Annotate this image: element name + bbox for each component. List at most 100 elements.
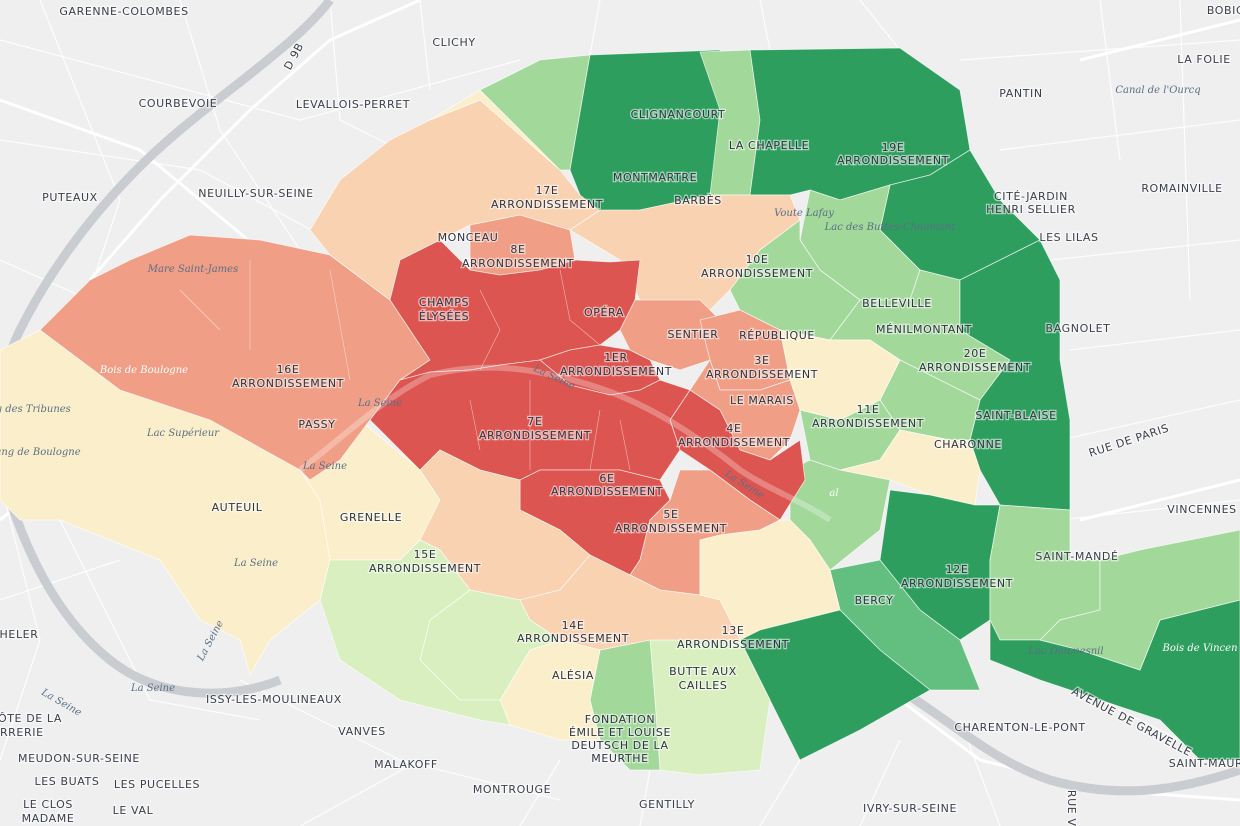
label-auteuil: AUTEUIL — [212, 501, 263, 514]
label-le-marais: LE MARAIS — [730, 394, 794, 407]
district-20e-east[interactable] — [959, 239, 1071, 511]
place-labels: GARENNE-COLOMBES COURBEVOIE LEVALLOIS-PE… — [0, 3, 1240, 826]
label-cite-jardin: CITÉ-JARDIN — [994, 190, 1068, 203]
label-sentier: SENTIER — [668, 328, 719, 341]
label-11e-arr: ARRONDISSEMENT — [812, 417, 924, 430]
label-bois-boulogne: Bois de Boulogne — [99, 365, 188, 376]
label-butte-aux: BUTTE AUX — [669, 665, 737, 678]
label-clichy: CLICHY — [432, 36, 475, 49]
label-bagnolet: BAGNOLET — [1046, 322, 1111, 335]
label-mare-st-james: Mare Saint-James — [147, 264, 238, 275]
label-17e-num: 17E — [536, 184, 559, 197]
label-14e-arr: ARRONDISSEMENT — [517, 632, 629, 645]
label-1er-arr: ARRONDISSEMENT — [560, 365, 672, 378]
district-13e-south[interactable] — [739, 609, 931, 761]
label-fondation-3: DEUTSCH DE LA — [571, 739, 668, 752]
label-fondation-1: FONDATION — [585, 713, 655, 726]
label-5e-num: 5E — [663, 508, 678, 521]
label-heler: HELER — [0, 628, 38, 641]
label-la-chapelle: LA CHAPELLE — [729, 139, 809, 152]
label-tribunes: ng des Tribunes — [0, 404, 71, 415]
label-4e-num: 4E — [726, 422, 741, 435]
label-courbevoie: COURBEVOIE — [139, 97, 218, 110]
label-errerie: ERRERIE — [0, 726, 44, 739]
label-6e-num: 6E — [599, 472, 614, 485]
label-lac-superieur: Lac Supérieur — [146, 428, 220, 439]
label-les-pucelles: LES PUCELLES — [114, 778, 200, 791]
district-vincennes-light[interactable] — [1039, 529, 1240, 671]
label-puteaux: PUTEAUX — [42, 191, 98, 204]
label-republique: RÉPUBLIQUE — [739, 329, 815, 342]
label-vincennes: VINCENNES — [1167, 503, 1236, 516]
label-fondation-2: ÉMILE ET LOUISE — [569, 726, 671, 739]
label-20e-num: 20E — [964, 347, 987, 360]
label-voute-lafay: Voute Lafay — [774, 208, 834, 219]
label-cailles: CAILLES — [679, 679, 728, 692]
label-seine-7: La Seine — [130, 683, 175, 694]
label-champs: CHAMPS — [419, 296, 469, 309]
label-montrouge: MONTROUGE — [473, 783, 551, 796]
label-17e-arr: ARRONDISSEMENT — [491, 198, 603, 211]
label-16e-num: 16E — [277, 363, 300, 376]
label-12e-num: 12E — [946, 563, 969, 576]
label-3e-arr: ARRONDISSEMENT — [706, 368, 818, 381]
label-clignancourt: CLIGNANCOURT — [631, 108, 726, 121]
label-seine-5: La Seine — [233, 558, 278, 569]
label-cote-de-la: ÔTE DE LA — [0, 712, 62, 725]
label-henri-sellier: HENRI SELLIER — [986, 203, 1076, 216]
label-issy: ISSY-LES-MOULINEAUX — [206, 693, 342, 706]
label-1er-num: 1ER — [604, 351, 627, 364]
label-19e-arr: ARRONDISSEMENT — [837, 154, 949, 167]
label-seine-3: La Seine — [302, 461, 347, 472]
label-13e-num: 13E — [722, 624, 745, 637]
label-canal-ourcq: Canal de l'Ourcq — [1115, 85, 1200, 96]
label-3e-num: 3E — [754, 354, 769, 367]
label-romainville: ROMAINVILLE — [1141, 182, 1222, 195]
label-madame: MADAME — [22, 812, 75, 825]
district-borders — [179, 260, 631, 471]
label-gentilly: GENTILLY — [639, 798, 695, 811]
district-clignancourt[interactable] — [569, 49, 731, 216]
label-11e-num: 11E — [857, 403, 880, 416]
label-buttes-chaumont: Lac des Buttes-Chaumont — [824, 222, 957, 233]
label-la-folie: LA FOLIE — [1177, 53, 1231, 66]
label-alesia: ALÉSIA — [552, 669, 594, 682]
label-vanves: VANVES — [338, 725, 386, 738]
label-8e-num: 8E — [510, 243, 525, 256]
label-garenne-colombes: GARENNE-COLOMBES — [59, 5, 188, 18]
label-16e-arr: ARRONDISSEMENT — [232, 377, 344, 390]
label-rue-ve: RUE VE — [1065, 790, 1078, 826]
label-7e-num: 7E — [527, 415, 542, 428]
label-fondation-4: MEURTHE — [591, 752, 648, 765]
label-barbes: BARBÈS — [674, 194, 722, 207]
label-grenelle: GRENELLE — [340, 511, 402, 524]
label-13e-arr: ARRONDISSEMENT — [677, 638, 789, 651]
label-neuilly: NEUILLY-SUR-SEINE — [198, 187, 313, 200]
label-le-clos: LE CLOS — [23, 798, 73, 811]
label-15e-num: 15E — [414, 548, 437, 561]
label-belleville: BELLEVILLE — [862, 297, 932, 310]
label-al: al — [829, 488, 838, 499]
label-saint-blaise: SAINT-BLAISE — [975, 409, 1056, 422]
district-11e-south[interactable] — [839, 429, 981, 506]
label-montmartre: MONTMARTRE — [613, 171, 697, 184]
label-10e-num: 10E — [746, 253, 769, 266]
label-meudon: MEUDON-SUR-SEINE — [18, 752, 140, 765]
seine-inside-city — [298, 364, 832, 523]
label-levallois: LEVALLOIS-PERRET — [296, 98, 410, 111]
label-12e-arr: ARRONDISSEMENT — [901, 577, 1013, 590]
label-5e-arr: ARRONDISSEMENT — [615, 522, 727, 535]
label-seine-1: La Seine — [357, 398, 402, 409]
label-bois-vincennes: Bois de Vincen — [1161, 643, 1237, 654]
label-charenton: CHARENTON-LE-PONT — [954, 721, 1085, 734]
label-saint-maur: SAINT-MAUR — [1169, 757, 1240, 770]
label-charonne: CHARONNE — [934, 438, 1002, 451]
label-15e-arr: ARRONDISSEMENT — [369, 562, 481, 575]
label-opera: OPÉRA — [584, 306, 624, 319]
district-15e-south[interactable] — [319, 539, 511, 726]
label-les-buats: LES BUATS — [35, 775, 100, 788]
label-bobigny: BOBIG — [1207, 4, 1240, 17]
label-lac-daumesnil: Lac Daumesnil — [1027, 646, 1103, 657]
label-14e-num: 14E — [562, 619, 585, 632]
